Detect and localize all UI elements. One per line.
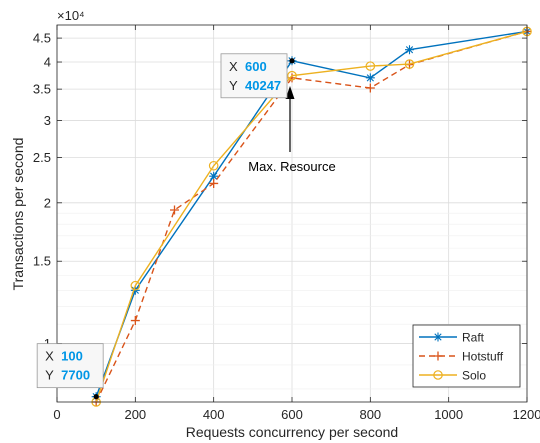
legend-label: Hotstuff [462,350,504,364]
y-tick-label: 4 [44,55,51,70]
datatip-box [220,53,288,99]
datatip: X 600 Y 40247 [220,53,295,99]
y-tick-label: 3 [44,113,51,128]
annotation-text: Max. Resource [248,159,335,174]
data-point-hotstuff [170,205,179,215]
data-point-raft [365,73,375,83]
datatip-point [289,58,295,64]
datatip-point [93,394,99,400]
grid [56,25,528,402]
x-tick-label: 200 [124,407,146,422]
max-resource-annotation: Max. Resource [248,86,336,174]
datatip-x-label: X [45,349,54,364]
datatip-x-label: X [229,59,238,74]
ticks: 02004006008001000120011.522.533.544.5 [33,25,540,422]
y-tick-label: 4.5 [33,31,51,46]
series-line-solo [95,30,528,403]
y-tick-label: 3.5 [33,82,51,97]
legend-label: Solo [462,369,486,383]
data-point-solo [287,70,297,81]
data-point-raft [209,171,219,181]
legend-item-raft: Raft [419,331,485,345]
datatip-box [36,343,104,389]
data-point-solo [404,59,415,69]
y-exponent-label: ×10⁴ [57,8,85,23]
x-tick-label: 400 [203,407,225,422]
y-axis-label: Transactions per second [10,138,26,291]
annotation-arrowhead [285,86,295,99]
datatip-y-value: 40247 [245,78,281,93]
data-point-hotstuff [209,178,219,188]
datatip-y-value: 7700 [61,368,90,383]
x-tick-label: 0 [53,407,60,422]
legend-label: Raft [462,331,485,345]
data-point-hotstuff [365,83,375,93]
legend-item-hotstuff: Hotstuff [419,350,504,364]
legend-marker [433,351,443,361]
datatips: X 100 Y 7700 X 600 Y 40247 [36,53,295,400]
x-axis-label: Requests concurrency per second [186,424,398,440]
datatip-y-label: Y [45,368,54,383]
y-tick-label: 1.5 [33,254,51,269]
data-point-solo [130,280,141,291]
data-point-raft [405,45,414,55]
x-tick-label: 600 [281,407,303,422]
data-point-solo [365,61,376,71]
series-line-hotstuff [95,30,528,403]
datatip-x-value: 600 [245,59,267,74]
legend-item-solo: Solo [419,369,486,383]
x-tick-label: 1000 [434,407,463,422]
legend-marker [433,332,443,342]
x-tick-label: 800 [359,407,381,422]
datatip: X 100 Y 7700 [36,343,104,400]
series-hotstuff [91,26,532,407]
y-tick-label: 2.5 [33,150,51,165]
y-tick-label: 2 [44,195,51,210]
datatip-x-value: 100 [61,349,83,364]
datatip-y-label: Y [229,78,238,93]
legend: Raft Hotstuff Solo [412,324,521,388]
x-tick-label: 1200 [513,407,540,422]
legend-marker [433,370,443,380]
data-point-solo [208,160,219,171]
data-point-hotstuff [287,73,297,83]
data-point-hotstuff [130,316,140,326]
